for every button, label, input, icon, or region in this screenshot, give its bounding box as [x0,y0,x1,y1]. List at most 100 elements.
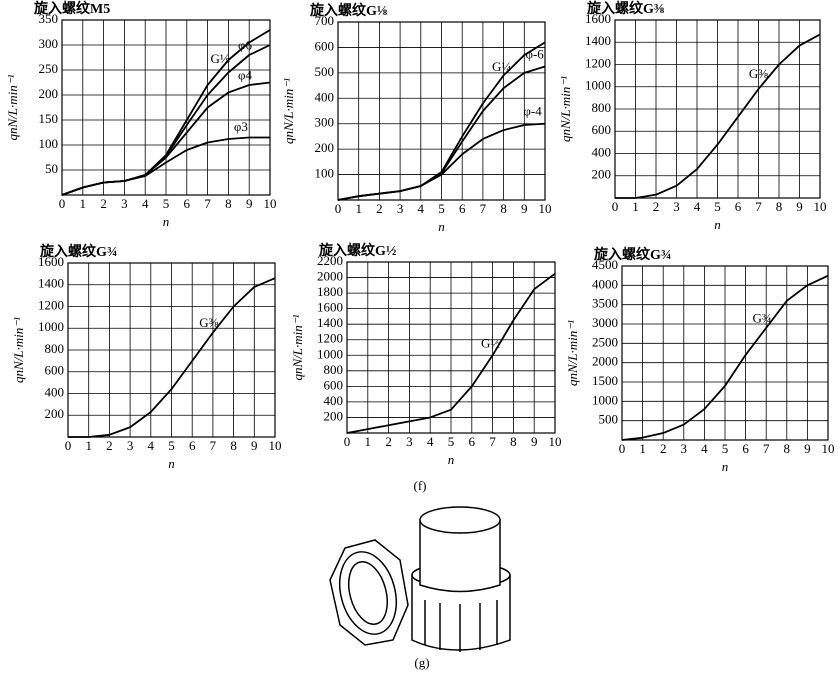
x-axis-label: n [722,459,729,474]
x-axis-label: n [168,456,175,471]
x-tick-label: 4 [148,438,155,453]
x-tick-label: 7 [755,199,762,214]
x-tick-label: 3 [397,201,404,216]
x-tick-label: 1 [80,196,87,211]
x-tick-label: 9 [251,438,258,453]
y-tick-label: 1200 [38,297,64,312]
x-tick-label: 2 [376,201,383,216]
y-tick-label: 350 [39,11,59,26]
y-tick-label: 600 [592,122,612,137]
y-tick-label: 50 [45,161,58,176]
x-tick-label: 9 [796,199,803,214]
series-label: G⅛ [211,51,230,66]
y-axis-label: qnN/L·min⁻¹ [281,78,296,144]
y-tick-label: 1500 [592,373,618,388]
x-tick-label: 2 [385,434,392,449]
data-line [61,136,270,196]
x-axis-label: n [163,214,170,229]
x-tick-label: 1 [355,201,362,216]
x-tick-label: 9 [804,441,811,456]
y-tick-label: 100 [39,136,59,151]
y-tick-label: 500 [315,64,335,79]
x-tick-label: 7 [210,438,217,453]
x-tick-label: 8 [230,438,237,453]
y-tick-label: 500 [599,412,619,427]
y-tick-label: 600 [45,363,65,378]
y-tick-label: 700 [315,13,335,28]
y-tick-label: 300 [39,36,59,51]
x-axis-label: n [438,219,445,234]
x-tick-label: 2 [653,199,660,214]
x-tick-label: 3 [406,434,413,449]
chart-title: 旋入螺纹G⅜ [586,0,665,17]
y-tick-label: 2500 [592,334,618,349]
y-tick-label: 1600 [317,300,343,315]
x-tick-label: 10 [269,438,282,453]
x-tick-label: 9 [531,434,538,449]
x-tick-label: 6 [742,441,749,456]
x-tick-label: 0 [612,199,619,214]
y-tick-label: 800 [324,362,344,377]
y-axis-label: qnN/L·min⁻¹ [558,76,573,142]
x-tick-label: 6 [469,434,476,449]
y-tick-label: 800 [592,100,612,115]
series-label: G⅜ [199,315,218,330]
y-tick-label: 300 [315,115,335,130]
y-tick-label: 400 [315,89,335,104]
y-tick-label: 400 [592,144,612,159]
y-tick-label: 1000 [317,346,343,361]
series-label: φ-6 [525,47,544,62]
x-tick-label: 5 [438,201,445,216]
data-line [346,272,556,434]
y-tick-label: 250 [39,61,59,76]
data-line [337,122,546,201]
x-tick-label: 0 [65,438,72,453]
series-label: G½ [481,335,500,350]
x-tick-label: 10 [264,196,277,211]
y-tick-label: 600 [315,38,335,53]
data-line [621,274,829,441]
y-axis-label: qnN/L·min⁻¹ [5,74,20,140]
x-tick-label: 3 [681,441,688,456]
series-label: φ3 [234,119,248,134]
series-label: φ4 [238,67,253,82]
x-tick-label: 8 [500,201,507,216]
chart-title: 旋入螺纹G¾ [593,246,671,263]
x-tick-label: 5 [163,196,170,211]
x-tick-label: 2 [100,196,107,211]
y-tick-label: 1200 [317,331,343,346]
data-line [68,277,276,438]
x-tick-label: 10 [549,434,562,449]
x-tick-label: 0 [335,201,342,216]
x-tick-label: 4 [427,434,434,449]
y-tick-label: 400 [45,384,65,399]
x-tick-label: 6 [184,196,191,211]
x-axis-label: n [714,217,721,232]
y-tick-label: 3500 [592,296,618,311]
y-tick-label: 200 [45,406,65,421]
series-label: G¾ [753,310,772,325]
series-label: φ6 [238,37,253,52]
y-tick-label: 1200 [585,55,611,70]
y-tick-label: 1000 [592,392,618,407]
x-tick-label: 3 [121,196,128,211]
x-tick-label: 5 [714,199,721,214]
x-tick-label: 8 [510,434,517,449]
y-tick-label: 1000 [38,319,64,334]
y-tick-label: 200 [324,408,344,423]
y-axis-label: qnN/L·min⁻¹ [290,314,305,380]
x-tick-label: 8 [225,196,232,211]
x-axis-label: n [448,452,455,467]
series-label: G¼ [492,59,511,74]
y-tick-label: 200 [592,167,612,182]
x-tick-label: 4 [418,201,425,216]
x-tick-label: 3 [127,438,134,453]
y-tick-label: 1600 [38,254,64,269]
chart-title: 旋入螺纹G½ [318,242,396,259]
series-label: φ-4 [523,103,542,118]
x-tick-label: 6 [735,199,742,214]
x-tick-label: 3 [673,199,680,214]
x-tick-label: 1 [639,441,646,456]
chart-title: 旋入螺纹G¾ [39,243,117,260]
y-axis-label: qnN/L·min⁻¹ [11,317,26,383]
